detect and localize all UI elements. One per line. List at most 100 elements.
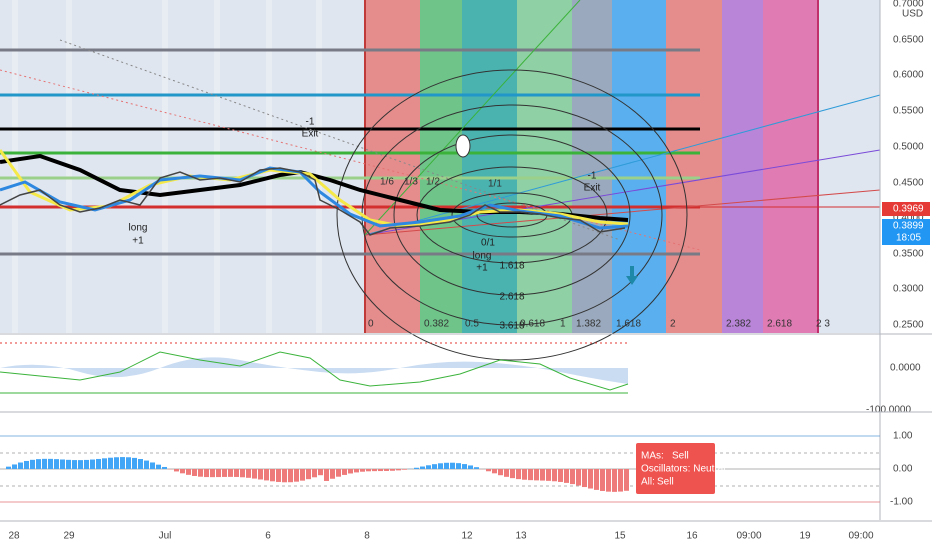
annotation: +1 bbox=[132, 236, 144, 247]
price-tick: 0.2500 bbox=[893, 320, 924, 331]
fib-label: 2 3 bbox=[816, 319, 830, 330]
rating-bar bbox=[144, 460, 149, 469]
rating-bar bbox=[504, 469, 509, 477]
rating-bar bbox=[414, 467, 419, 469]
price-tick: 0.6500 bbox=[893, 35, 924, 46]
fan-label: 1/2 bbox=[426, 177, 440, 188]
rating-bar bbox=[390, 469, 395, 471]
rating-bar bbox=[618, 469, 623, 492]
rating-bar bbox=[324, 469, 329, 481]
price-axis bbox=[880, 0, 932, 520]
rating-bar bbox=[42, 458, 47, 469]
rating-bar bbox=[12, 464, 17, 469]
rating-bar bbox=[468, 465, 473, 469]
rating-bar bbox=[354, 469, 359, 473]
rating-bar bbox=[294, 469, 299, 482]
osc-tick: 0.0000 bbox=[890, 363, 921, 374]
rating-bar bbox=[186, 469, 191, 475]
countdown: 18:05 bbox=[896, 233, 921, 244]
rating-bar bbox=[486, 469, 491, 472]
last-price: 0.3969 bbox=[893, 204, 924, 215]
rating-bar bbox=[204, 469, 209, 478]
rating-bar bbox=[594, 469, 599, 490]
price-tick: 0.3000 bbox=[893, 284, 924, 295]
rating-bar bbox=[498, 469, 503, 476]
rating-bar bbox=[240, 469, 245, 478]
rating-bar bbox=[360, 469, 365, 472]
rating-bar bbox=[276, 469, 281, 482]
fib-label: 0.618 bbox=[520, 319, 545, 330]
arrow-up bbox=[626, 266, 638, 285]
rating-bar bbox=[108, 457, 113, 469]
rating-bar bbox=[432, 464, 437, 469]
rating-bar bbox=[264, 469, 269, 481]
rating-bar bbox=[606, 469, 611, 492]
rating-bar bbox=[6, 466, 11, 469]
time-tick: 15 bbox=[614, 531, 626, 542]
rating-bar bbox=[516, 469, 521, 480]
price-tick: 0.4500 bbox=[893, 178, 924, 189]
rating-bar bbox=[564, 469, 569, 483]
rating-bar bbox=[438, 463, 443, 469]
fib-label: 0.5 bbox=[465, 319, 479, 330]
current-price: 0.3899 bbox=[893, 221, 924, 232]
annotation: Exit bbox=[302, 129, 319, 140]
rating-bar bbox=[342, 469, 347, 475]
rating-bar bbox=[462, 464, 467, 469]
time-tick: 29 bbox=[63, 531, 75, 542]
price-tick: 0.7000 bbox=[893, 0, 924, 10]
osc-area bbox=[0, 357, 628, 384]
tooltip-text: Sell bbox=[672, 451, 689, 462]
rating-bar bbox=[300, 469, 305, 481]
ellipse-label: 1.618 bbox=[499, 261, 524, 272]
rating-bar bbox=[48, 458, 53, 469]
time-tick: 19 bbox=[799, 531, 811, 542]
fan-label: 1/6 bbox=[380, 177, 394, 188]
rating-bar bbox=[624, 469, 629, 491]
rating-bar bbox=[312, 469, 317, 478]
ellipse-label: 3.618 bbox=[499, 321, 524, 332]
time-tick: 6 bbox=[265, 531, 271, 542]
rating-bar bbox=[120, 457, 125, 469]
fib-label: 1.618 bbox=[616, 319, 641, 330]
rating-bar bbox=[336, 469, 341, 477]
price bbox=[0, 167, 626, 236]
fan-label: 1/1 bbox=[488, 179, 502, 190]
rating-bar bbox=[366, 469, 371, 472]
rating-bar bbox=[270, 469, 275, 482]
rating-bar bbox=[258, 469, 263, 480]
rating-bar bbox=[450, 462, 455, 469]
rating-bar bbox=[402, 469, 407, 470]
ellipse-label: 0/1 bbox=[481, 238, 495, 249]
fib-label: 1 bbox=[560, 319, 566, 330]
rating-bar bbox=[420, 466, 425, 469]
currency: USD bbox=[902, 9, 923, 20]
price-tick: 0.4000 bbox=[893, 213, 924, 224]
annotation: long bbox=[473, 251, 492, 262]
rating-bar bbox=[510, 469, 515, 479]
rating-bar bbox=[378, 469, 383, 472]
rating-bar bbox=[210, 469, 215, 478]
osc-tick: -100.0000 bbox=[866, 405, 911, 416]
fan-label: 1/3 bbox=[404, 177, 418, 188]
rating-bar bbox=[90, 459, 95, 469]
rating-bar bbox=[36, 459, 41, 469]
tooltip-text: All: bbox=[641, 477, 655, 488]
rating-bar bbox=[474, 467, 479, 469]
fib-label: 0 bbox=[368, 319, 374, 330]
rating-bar bbox=[522, 469, 527, 480]
rating-bar bbox=[252, 469, 257, 479]
rating-bar bbox=[156, 464, 161, 469]
rating-bar bbox=[60, 459, 65, 469]
tooltip-text: MAs: bbox=[641, 451, 664, 462]
rating-bar bbox=[216, 469, 221, 478]
rating-bar bbox=[102, 458, 107, 469]
rating-bar bbox=[54, 459, 59, 469]
tooltip-text: Oscillators: Neutral bbox=[641, 464, 725, 475]
rating-bar bbox=[492, 469, 497, 474]
ellipse-label: 2.618 bbox=[499, 292, 524, 303]
time-tick: 16 bbox=[686, 531, 698, 542]
rating-bar bbox=[612, 469, 617, 492]
rating-tooltip bbox=[636, 443, 715, 494]
